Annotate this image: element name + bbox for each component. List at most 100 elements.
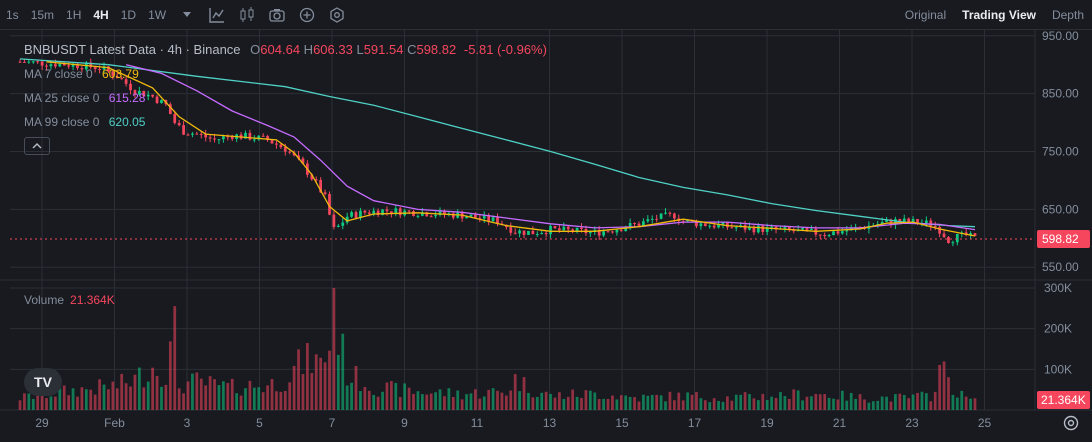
volume-bar xyxy=(474,389,477,410)
candle-body xyxy=(407,210,411,212)
candle-body xyxy=(288,151,292,153)
collapse-legend-button[interactable] xyxy=(24,137,50,155)
volume-bar xyxy=(549,393,552,410)
volume-bar xyxy=(341,333,345,410)
volume-bar xyxy=(416,391,420,410)
volume-bar xyxy=(593,392,597,410)
candle-body xyxy=(588,231,592,234)
candle-body xyxy=(836,231,840,234)
volume-bar xyxy=(858,394,862,410)
volume-bar xyxy=(168,341,172,410)
volume-bar xyxy=(854,398,857,410)
volume-bar xyxy=(310,373,314,410)
candle-body xyxy=(434,214,437,217)
candle-body xyxy=(270,140,274,144)
candle-body xyxy=(916,219,919,224)
volume-bar xyxy=(876,400,880,410)
candle-body xyxy=(168,104,172,115)
timeframe-1d[interactable]: 1D xyxy=(120,7,137,22)
volume-bar xyxy=(398,397,402,410)
x-tick-label: 11 xyxy=(471,416,484,430)
candle-body xyxy=(151,94,155,97)
price-tick-label: 950.00 xyxy=(1042,30,1079,43)
candle-body xyxy=(49,64,53,67)
candle-body xyxy=(933,225,937,228)
volume-bar xyxy=(319,357,323,410)
volume-bar xyxy=(951,394,955,410)
volume-bar xyxy=(960,390,964,410)
candle-body xyxy=(628,222,632,229)
volume-bar xyxy=(239,395,243,410)
candle-body xyxy=(129,83,132,91)
candle-body xyxy=(482,214,486,219)
candle-body xyxy=(708,225,712,227)
candle-body xyxy=(314,179,318,181)
volume-bar xyxy=(177,388,181,410)
candle-body xyxy=(969,233,972,236)
candle-body xyxy=(765,227,769,232)
volume-bar xyxy=(129,386,132,410)
volume-bar xyxy=(107,389,110,410)
candle-body xyxy=(672,213,676,219)
volume-bar xyxy=(456,390,460,410)
tradingview-logo[interactable]: TV xyxy=(24,368,62,396)
volume-bar xyxy=(849,392,853,410)
timeframe-4h[interactable]: 4H xyxy=(93,7,109,22)
volume-bar xyxy=(955,397,959,410)
candle-body xyxy=(58,63,62,67)
timeframe-15m[interactable]: 15m xyxy=(30,7,55,22)
chart-settings-icon[interactable] xyxy=(1062,414,1080,432)
view-trading-view[interactable]: Trading View xyxy=(962,8,1036,22)
candle-body xyxy=(18,61,22,63)
volume-bar xyxy=(213,379,216,410)
timeframe-1s[interactable]: 1s xyxy=(6,7,19,22)
ma7-legend[interactable]: MA 7 close 0 603.79 xyxy=(24,67,139,81)
ma25-legend[interactable]: MA 25 close 0 615.28 xyxy=(24,91,145,105)
x-tick-label: 21 xyxy=(833,416,847,430)
candle-body xyxy=(297,155,300,159)
candle-body xyxy=(89,62,93,68)
volume-bar xyxy=(23,393,26,410)
ma7-label: MA 7 close 0 xyxy=(24,67,93,81)
close-value: 598.82 xyxy=(416,42,457,57)
volume-bar xyxy=(496,390,499,410)
volume-bar xyxy=(796,390,800,410)
candle-body xyxy=(907,218,911,223)
candle-body xyxy=(54,64,57,67)
timeframe-1h[interactable]: 1H xyxy=(66,7,82,22)
volume-bar xyxy=(71,388,75,410)
volume-bar xyxy=(827,397,831,410)
ma99-label: MA 99 close 0 xyxy=(24,115,100,129)
volume-bar xyxy=(748,394,751,410)
volume-bar xyxy=(840,390,844,410)
volume-bar xyxy=(690,394,694,410)
settings-icon[interactable] xyxy=(322,6,352,23)
volume-bar xyxy=(845,400,849,410)
symbol-label: BNBUSDT Latest Data · 4h · Binance xyxy=(24,42,241,57)
price-chart[interactable]: 29 Feb 3 5 7 9 11 13 15 17 19 21 23 25 550.00 650.00 750… xyxy=(0,30,1092,442)
view-depth[interactable]: Depth xyxy=(1051,8,1084,22)
volume-bar xyxy=(266,385,269,410)
last-volume-value: 21.364K xyxy=(1041,393,1086,407)
volume-bar xyxy=(142,387,146,410)
plus-circle-icon[interactable] xyxy=(292,7,322,23)
volume-bar xyxy=(558,392,561,410)
camera-icon[interactable] xyxy=(262,8,292,22)
volume-bar xyxy=(646,395,650,410)
volume-bar xyxy=(252,387,256,410)
candle-body xyxy=(783,227,787,229)
volume-bar xyxy=(31,398,35,410)
candle-type-icon[interactable] xyxy=(232,6,262,23)
volume-bar xyxy=(642,394,645,410)
candle-body xyxy=(252,139,256,141)
ma99-legend[interactable]: MA 99 close 0 620.05 xyxy=(24,115,145,129)
volume-bar xyxy=(677,392,681,410)
candle-body xyxy=(27,61,31,63)
timeframe-1w[interactable]: 1W xyxy=(148,7,167,22)
volume-bar xyxy=(306,343,309,410)
indicator-icon[interactable] xyxy=(202,7,232,23)
candle-body xyxy=(142,90,146,97)
view-original[interactable]: Original xyxy=(904,8,947,22)
volume-bar xyxy=(261,392,265,410)
chevron-down-icon[interactable] xyxy=(172,11,202,19)
